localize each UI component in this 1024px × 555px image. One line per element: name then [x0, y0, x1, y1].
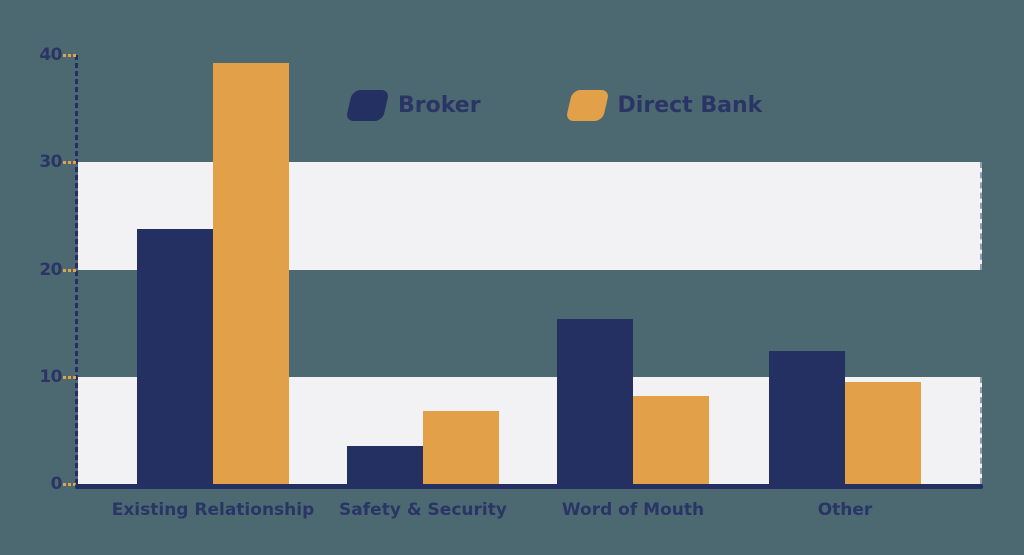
bar-direct-bank-word-of-mouth [633, 396, 709, 484]
plot-area: 0 10 20 30 40 Existing Relationship Safety & S… [39, 45, 983, 520]
bar-broker-existing-relationship [137, 228, 213, 484]
x-axis-line [75, 484, 983, 489]
x-axis-label-other: Other [817, 500, 873, 520]
y-axis-tick-label: 10 [39, 366, 62, 387]
y-axis-tick-mark [63, 54, 76, 57]
bar-broker-other [769, 351, 845, 484]
broker-legend-swatch [345, 90, 390, 121]
x-axis-label-existing-relationship: Existing Relationship [111, 500, 315, 520]
y-axis-tick-label: 40 [39, 45, 62, 65]
x-axis-label-safety-security: Safety & Security [339, 500, 507, 520]
direct-bank-legend-label: Direct Bank [617, 93, 763, 118]
y-axis-tick-label: 30 [39, 152, 62, 173]
y-axis-tick-mark [63, 268, 76, 272]
legend: Broker Direct Bank [345, 90, 763, 121]
y-axis-tick-label: 20 [39, 259, 62, 280]
y-axis-tick-mark [63, 483, 76, 486]
legend-item-broker: Broker [345, 90, 481, 121]
bar-broker-word-of-mouth [557, 318, 633, 484]
bar-direct-bank-other [845, 382, 921, 484]
bar-direct-bank-existing-relationship [213, 62, 289, 484]
broker-legend-label: Broker [398, 93, 481, 118]
legend-item-direct-bank: Direct Bank [564, 90, 763, 121]
y-axis-tick-label: 0 [50, 474, 63, 494]
bar-direct-bank-safety-security [423, 411, 499, 484]
direct-bank-legend-swatch [564, 90, 610, 121]
bar-broker-safety-security [347, 446, 423, 484]
y-axis-tick-mark [63, 375, 76, 379]
y-axis-line [75, 55, 78, 485]
x-axis-label-word-of-mouth: Word of Mouth [561, 500, 705, 520]
y-axis-tick-mark [63, 161, 76, 165]
